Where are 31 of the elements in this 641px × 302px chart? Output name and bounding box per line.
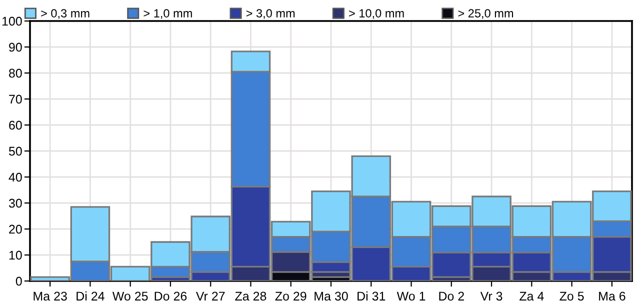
x-tick-label: Di 31: [358, 291, 386, 301]
x-tick-label: Zo 5: [560, 292, 584, 301]
y-tick-label: 80: [9, 68, 22, 78]
x-tick-label: Di 24: [76, 291, 104, 300]
x-tick-label: Vr 3: [480, 292, 502, 301]
x-tick-label: Ma 23: [34, 292, 67, 301]
y-tick-label: 50: [8, 146, 22, 156]
legend-label: > 25,0 mm: [458, 9, 514, 19]
y-tick-label: 30: [8, 198, 22, 208]
y-tick-label: 0: [16, 276, 22, 286]
x-tick-label: Zo 29: [275, 292, 306, 301]
x-tick-label: Wo 1: [396, 292, 426, 301]
y-tick-label: 100: [2, 16, 22, 26]
x-tick-label: Do 26: [154, 292, 187, 301]
x-tick-label: Vr 27: [196, 292, 225, 300]
x-tick-label: Wo 25: [112, 292, 148, 301]
x-tick-label: Ma 6: [599, 292, 626, 301]
x-tick-label: Za 28: [235, 292, 266, 301]
y-tick-label: 40: [8, 172, 22, 182]
y-tick-label: 60: [9, 120, 22, 130]
x-tick-label: Za 4: [520, 292, 544, 301]
y-tick-label: 70: [9, 94, 22, 104]
legend-label: > 0,3 mm: [41, 9, 90, 19]
legend-label: > 10,0 mm: [349, 9, 404, 19]
legend-label: > 1,0 mm: [144, 9, 192, 19]
y-tick-label: 10: [9, 250, 22, 260]
y-tick-label: 90: [9, 42, 22, 52]
legend-label: > 3,0 mm: [246, 9, 295, 19]
x-tick-label: Ma 30: [314, 292, 348, 301]
x-tick-label: Do 2: [439, 292, 464, 301]
y-tick-label: 20: [9, 224, 22, 234]
